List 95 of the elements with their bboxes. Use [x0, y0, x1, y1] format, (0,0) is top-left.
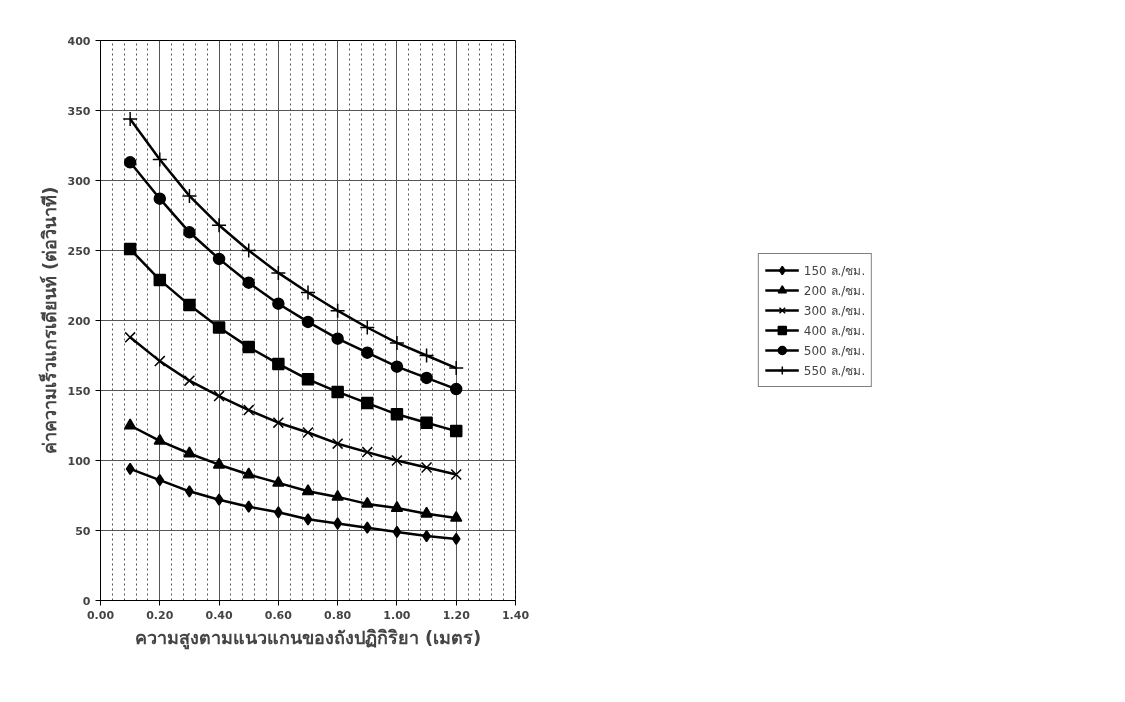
point	[123, 418, 137, 430]
y-tick-label: 150	[67, 384, 91, 398]
point	[420, 461, 433, 474]
x-tick-label: 0.40	[205, 608, 233, 622]
point	[213, 390, 225, 402]
point	[244, 500, 254, 513]
legend-label: 200 ล./ชม.	[803, 282, 866, 300]
point	[390, 408, 404, 421]
point	[451, 532, 461, 546]
point	[273, 506, 283, 519]
point	[302, 426, 314, 439]
point	[301, 315, 315, 329]
point	[329, 302, 346, 319]
legend-label: 150 ล./ชม.	[803, 262, 866, 280]
point	[361, 396, 374, 410]
point	[389, 335, 405, 351]
point	[449, 510, 463, 522]
point	[240, 242, 257, 259]
y-axis-title: ค่าความเร็วแกรเดียนท์ (ต่อวินาที)	[37, 186, 60, 455]
point	[243, 404, 255, 416]
y-tick-label: 200	[67, 314, 91, 328]
point	[333, 517, 343, 530]
point	[331, 489, 344, 501]
point	[331, 438, 344, 450]
point	[272, 475, 285, 487]
x-tick-label: 1.40	[501, 608, 530, 622]
point	[272, 417, 285, 429]
point	[390, 501, 404, 513]
point	[123, 156, 137, 169]
point	[301, 373, 315, 386]
legend-label: 500 ล./ชม.	[803, 342, 866, 360]
point	[242, 276, 255, 289]
point	[359, 319, 376, 336]
point	[303, 513, 313, 526]
point	[211, 217, 227, 234]
y-tick-label: 350	[67, 104, 91, 118]
x-tick-label: 0.80	[324, 608, 352, 622]
point	[123, 242, 137, 256]
point	[418, 347, 435, 364]
point	[212, 321, 226, 334]
point	[183, 298, 196, 312]
point	[420, 371, 433, 385]
x-axis-title: ความสูงตามแนวแกนของถังปฏิกิริยา (เมตร)	[134, 626, 482, 650]
point	[390, 360, 404, 373]
point	[212, 252, 226, 266]
point	[153, 273, 167, 287]
point	[212, 457, 226, 469]
y-tick-label: 250	[67, 244, 91, 258]
point	[153, 192, 167, 205]
point	[183, 446, 196, 458]
y-tick-label: 100	[67, 454, 91, 468]
point	[331, 385, 344, 399]
point	[242, 467, 255, 479]
point	[154, 355, 166, 367]
point	[272, 297, 285, 310]
point	[361, 496, 374, 508]
point	[153, 433, 167, 445]
y-tick-label: 0	[82, 594, 91, 608]
legend-label: 550 ล./ชม.	[803, 362, 866, 380]
point	[450, 468, 462, 481]
point	[420, 416, 433, 429]
point	[391, 454, 403, 467]
point	[272, 357, 285, 371]
point	[122, 111, 138, 127]
point	[392, 525, 402, 539]
x-tick-label: 0.00	[86, 608, 115, 622]
point	[183, 226, 196, 239]
point	[152, 151, 168, 168]
point	[361, 346, 374, 359]
x-tick-label: 1.00	[383, 608, 411, 622]
y-tick-label: 300	[67, 174, 91, 188]
point	[214, 493, 224, 506]
point	[449, 382, 463, 396]
legend-label: 300 ล./ชม.	[803, 302, 866, 320]
legend-label: 400 ล./ชม.	[803, 322, 866, 340]
x-tick-label: 0.60	[264, 608, 293, 622]
point	[181, 188, 198, 204]
point	[300, 284, 316, 301]
point	[449, 424, 463, 438]
point	[183, 375, 196, 387]
x-tick-label: 0.20	[146, 608, 174, 622]
y-tick-label: 400	[67, 34, 91, 48]
point	[448, 360, 464, 376]
point	[125, 462, 135, 476]
point	[362, 521, 372, 534]
point	[331, 332, 344, 345]
point	[242, 340, 255, 354]
point	[361, 446, 373, 458]
point	[155, 473, 165, 487]
point	[420, 506, 433, 518]
x-tick-label: 1.20	[442, 608, 471, 622]
point	[301, 484, 315, 496]
point	[124, 331, 136, 343]
y-tick-label: 50	[75, 524, 91, 538]
point	[270, 265, 287, 281]
